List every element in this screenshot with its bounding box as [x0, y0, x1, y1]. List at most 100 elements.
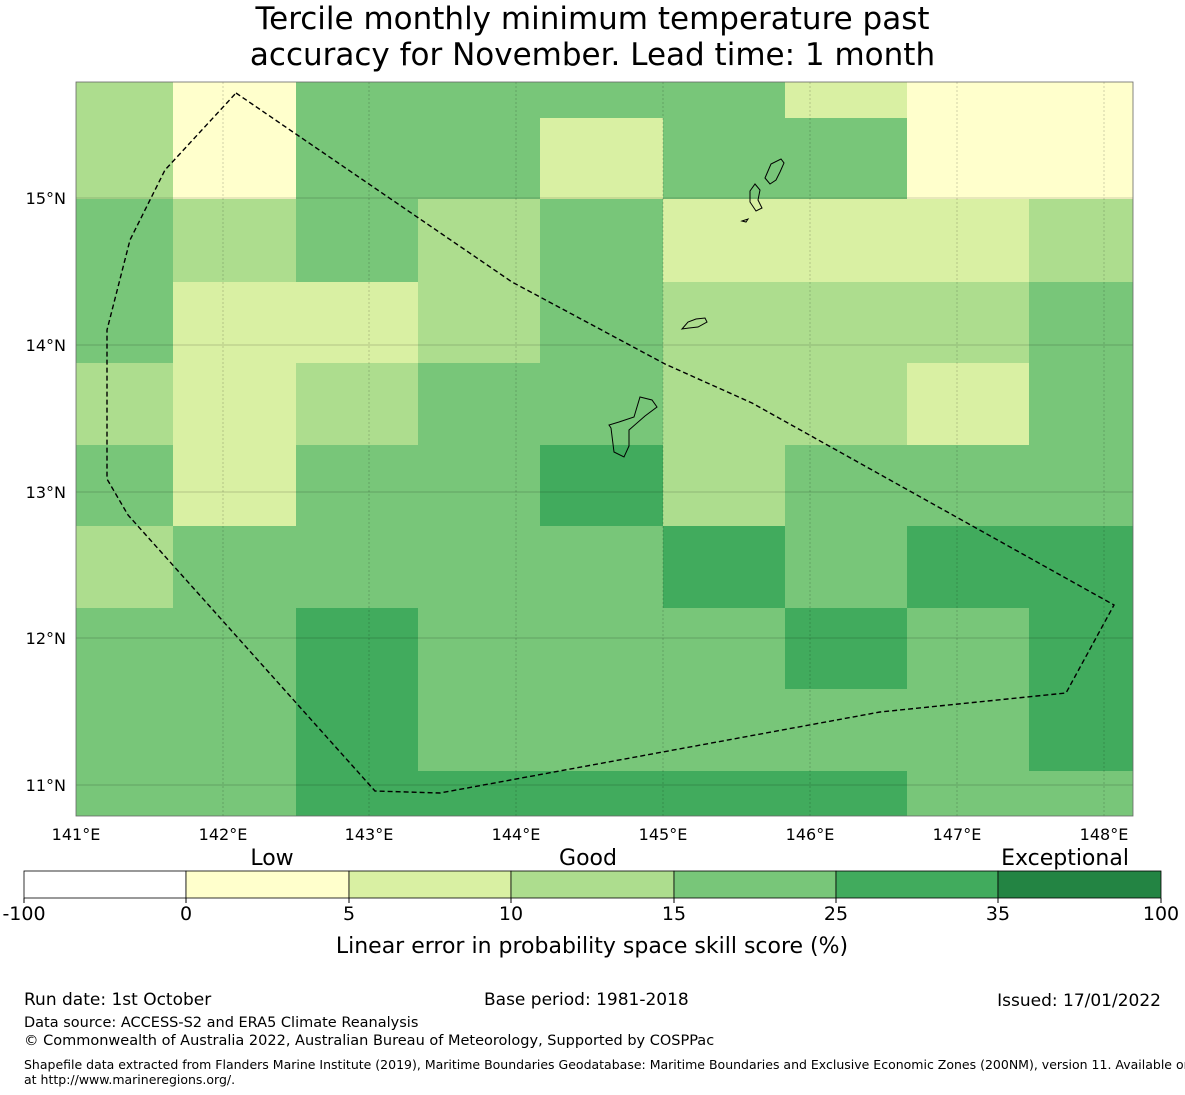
grid-cell: [785, 363, 907, 445]
grid-cell: [296, 771, 418, 816]
grid-cell: [296, 445, 418, 526]
grid-cell: [540, 445, 663, 526]
latitude-tick-label: 11°N: [26, 776, 66, 795]
longitude-tick-label: 147°E: [933, 825, 982, 844]
island-guam: [608, 396, 658, 458]
longitude-tick-label: 146°E: [786, 825, 835, 844]
copyright-notice: © Commonwealth of Australia 2022, Austra…: [24, 1033, 715, 1049]
colorbar-segment: [185, 870, 350, 899]
grid-cell: [663, 689, 785, 771]
grid-cell: [418, 608, 540, 689]
grid-cell: [296, 282, 418, 363]
grid-cell: [663, 771, 785, 816]
map-frame: [75, 81, 1134, 817]
latitude-labels: 15°N 14°N 13°N 12°N 11°N: [26, 189, 66, 795]
grid-cell: [418, 82, 540, 118]
grid-cell: [663, 82, 785, 118]
grid-cell: [173, 82, 296, 118]
grid-cell: [907, 82, 1029, 118]
grid-cell: [540, 771, 663, 816]
grid-cell: [1029, 689, 1133, 771]
colorbar-tick-label: 100: [1143, 903, 1179, 925]
grid-cell: [173, 608, 296, 689]
grid-cell: [418, 199, 540, 282]
longitude-tick-label: 144°E: [492, 825, 541, 844]
grid-cell: [540, 118, 663, 199]
grid-cell: [907, 526, 1029, 608]
grid-cell: [907, 282, 1029, 363]
grid-cell: [785, 526, 907, 608]
colorbar-tick-label: 5: [343, 903, 355, 925]
longitude-tick-label: 143°E: [345, 825, 394, 844]
grid-cell: [907, 771, 1029, 816]
grid-cell: [907, 689, 1029, 771]
grid-cell: [540, 363, 663, 445]
grid-cell: [907, 199, 1029, 282]
grid-cell: [296, 526, 418, 608]
longitude-labels: 141°E 142°E 143°E 144°E 145°E 146°E 147°E 148°E: [52, 825, 1129, 844]
base-period: Base period: 1981-2018: [484, 990, 689, 1010]
grid-cell: [418, 689, 540, 771]
colorbar-ticks: -100 0 5 10 15 25 35 100: [2, 898, 1179, 925]
legend-label-exceptional: Exceptional: [1001, 846, 1129, 871]
grid-cell: [907, 608, 1029, 689]
colorbar-tick-label: 25: [824, 903, 848, 925]
grid-cell: [663, 363, 785, 445]
grid-cell: [296, 82, 418, 118]
grid-cell: [76, 118, 173, 199]
colorbar: [23, 870, 1162, 899]
grid-cell: [296, 689, 418, 771]
island-tinian: [749, 183, 763, 212]
grid-cell: [76, 608, 173, 689]
grid-cell: [663, 199, 785, 282]
grid-cell: [663, 445, 785, 526]
grid-cell: [296, 608, 418, 689]
grid-cell: [76, 82, 173, 118]
legend-label-good: Good: [559, 846, 617, 871]
island-saipan: [764, 158, 785, 185]
grid-cell: [173, 118, 296, 199]
grid-cell: [907, 118, 1029, 199]
colorbar-segment: [348, 870, 512, 899]
colorbar-segment: [510, 870, 675, 899]
issued-date: Issued: 17/01/2022: [997, 991, 1161, 1011]
longitude-tick-label: 145°E: [639, 825, 688, 844]
grid-cell: [418, 445, 540, 526]
grid-cell: [540, 526, 663, 608]
data-source: Data source: ACCESS-S2 and ERA5 Climate …: [24, 1015, 419, 1031]
colorbar-tick-label: -100: [2, 903, 45, 925]
grid-cell: [540, 199, 663, 282]
map-title-line-2: accuracy for November. Lead time: 1 mont…: [249, 37, 936, 73]
colorbar-tick-label: 35: [986, 903, 1010, 925]
grid-cell: [663, 526, 785, 608]
colorbar-segment: [835, 870, 999, 899]
grid-cell: [76, 445, 173, 526]
grid-cell: [1029, 608, 1133, 689]
grid-cell: [296, 363, 418, 445]
graticule: [76, 82, 1133, 816]
grid-cell: [296, 199, 418, 282]
island-aguijan: [740, 218, 750, 223]
grid-cell: [907, 445, 1029, 526]
longitude-tick-label: 142°E: [199, 825, 248, 844]
grid-cell: [1029, 118, 1133, 199]
grid-cell: [663, 608, 785, 689]
latitude-tick-label: 15°N: [26, 189, 66, 208]
grid-cell: [173, 282, 296, 363]
grid-cell: [1029, 445, 1133, 526]
grid-cell: [418, 118, 540, 199]
eez-boundary: [106, 92, 1115, 794]
colorbar-tick-label: 0: [180, 903, 192, 925]
grid-cell: [173, 771, 296, 816]
run-date: Run date: 1st October: [24, 990, 212, 1010]
grid-cell: [785, 282, 907, 363]
longitude-tick-label: 148°E: [1080, 825, 1129, 844]
grid-cell: [785, 118, 907, 199]
grid-cell: [1029, 771, 1133, 816]
grid-cell: [1029, 363, 1133, 445]
grid-cell: [540, 608, 663, 689]
colorbar-segment: [673, 870, 837, 899]
grid-cell: [663, 282, 785, 363]
grid-cell: [540, 282, 663, 363]
